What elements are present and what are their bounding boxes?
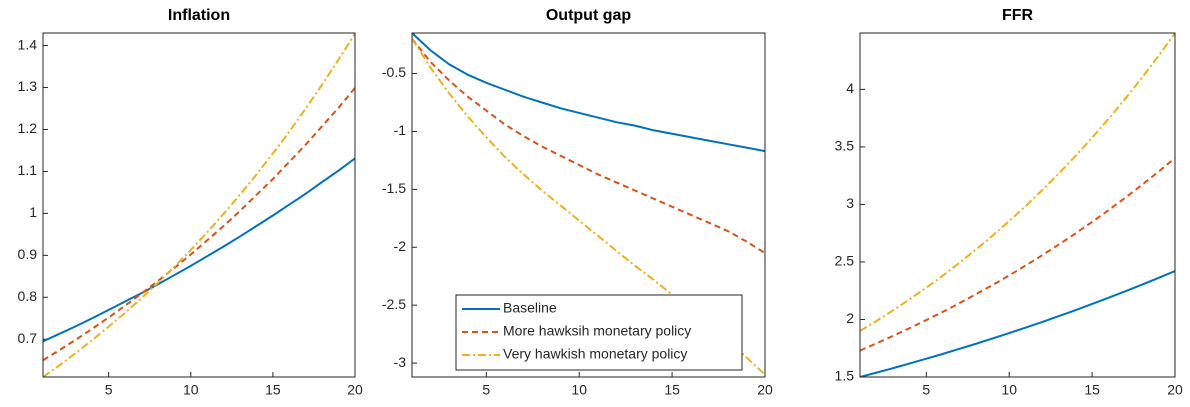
subplot: Inflation 0.7 0.8 0.9 1 1.1 1.2 1.3 1.4 5 10 15 20 bbox=[18, 7, 363, 397]
y-tick-label: 1 bbox=[29, 204, 37, 220]
chart-title: Output gap bbox=[546, 7, 632, 24]
series-line bbox=[43, 87, 355, 362]
axes-box bbox=[859, 32, 1176, 378]
legend-box bbox=[455, 294, 743, 371]
y-tick-label: -1 bbox=[394, 122, 407, 138]
y-tick-label: 1.5 bbox=[835, 368, 855, 384]
y-tick-label: -0.5 bbox=[382, 64, 406, 80]
y-tick-label: 2.5 bbox=[835, 253, 855, 269]
y-tick-label: -2.5 bbox=[382, 296, 406, 312]
x-tick-label: 10 bbox=[183, 382, 199, 398]
y-tick-label: 1.1 bbox=[18, 162, 38, 178]
x-tick-label: 20 bbox=[347, 382, 363, 398]
chart-title: Inflation bbox=[168, 7, 230, 24]
y-tick-label: 0.7 bbox=[18, 330, 38, 346]
x-tick-label: 15 bbox=[265, 382, 281, 398]
x-tick-label: 5 bbox=[482, 382, 490, 398]
y-tick-label: 2 bbox=[846, 310, 854, 326]
legend: Baseline More hawksih monetary policy Very… bbox=[455, 294, 743, 371]
axes-box bbox=[411, 32, 766, 378]
x-tick-label: 15 bbox=[664, 382, 680, 398]
x-tick-label: 15 bbox=[1084, 382, 1100, 398]
chart-title: FFR bbox=[1002, 7, 1034, 24]
series-line bbox=[412, 38, 765, 254]
y-tick-label: 1.2 bbox=[18, 120, 38, 136]
legend-label: Very hawkish monetary policy bbox=[503, 346, 687, 362]
y-tick-label: 4 bbox=[846, 80, 854, 96]
series-line bbox=[860, 270, 1175, 377]
y-tick-label: 0.8 bbox=[18, 288, 38, 304]
subplot: FFR 1.5 2 2.5 3 3.5 4 5 10 15 20 bbox=[835, 7, 1183, 397]
y-tick-label: 3 bbox=[846, 195, 854, 211]
x-tick-label: 20 bbox=[1167, 382, 1183, 398]
series-line bbox=[860, 157, 1175, 352]
axes-box bbox=[42, 32, 356, 378]
y-tick-label: 0.9 bbox=[18, 246, 38, 262]
y-tick-label: 1.3 bbox=[18, 78, 38, 94]
x-tick-label: 20 bbox=[757, 382, 773, 398]
x-tick-label: 5 bbox=[105, 382, 113, 398]
legend-label: Baseline bbox=[503, 300, 557, 316]
x-tick-label: 5 bbox=[922, 382, 930, 398]
series-line bbox=[412, 33, 765, 153]
series-line bbox=[43, 33, 355, 377]
y-tick-label: 3.5 bbox=[835, 138, 855, 154]
y-tick-label: -2 bbox=[394, 238, 407, 254]
series-line bbox=[860, 33, 1175, 332]
x-tick-label: 10 bbox=[571, 382, 587, 398]
y-tick-label: -3 bbox=[394, 354, 407, 370]
legend-label: More hawksih monetary policy bbox=[503, 323, 691, 339]
y-tick-label: -1.5 bbox=[382, 180, 406, 196]
y-tick-label: 1.4 bbox=[18, 36, 38, 52]
subplot: Output gap -3 -2.5 -2 -1.5 -1 -0.5 5 10 15 20 Basel… bbox=[382, 7, 773, 397]
series-line bbox=[43, 157, 355, 343]
x-tick-label: 10 bbox=[1001, 382, 1017, 398]
